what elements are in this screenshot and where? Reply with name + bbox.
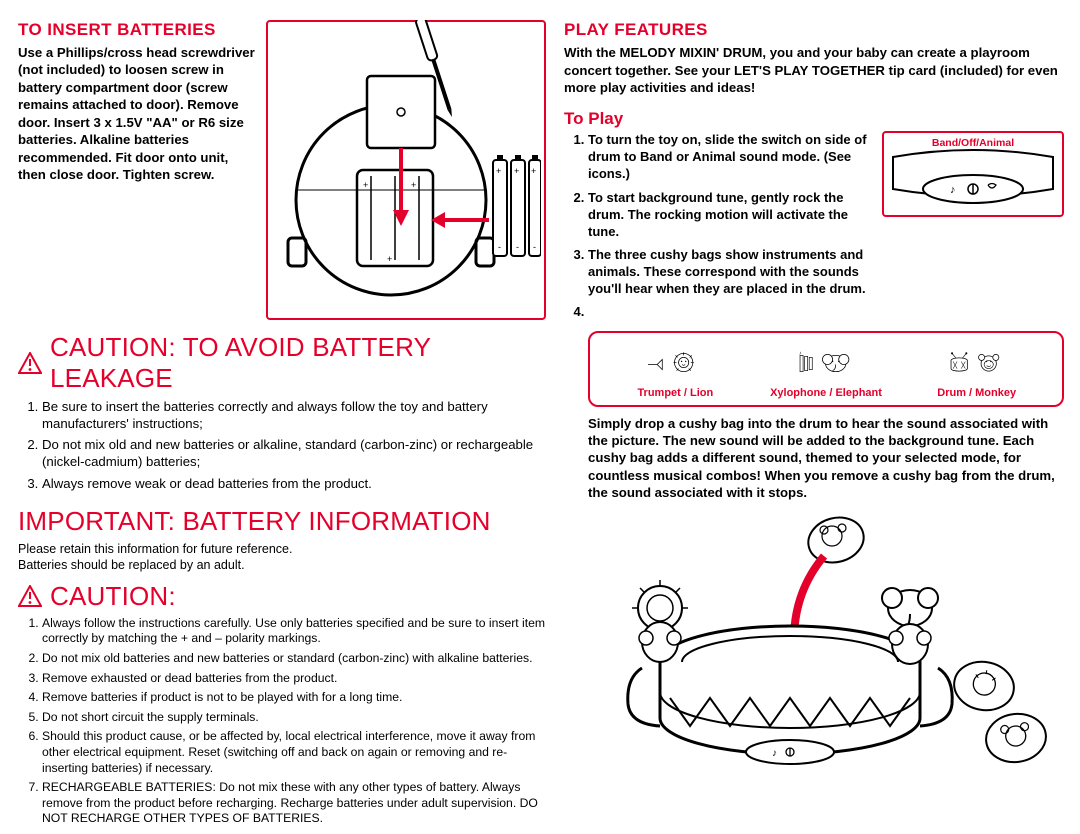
to-play-list: To turn the toy on, slide the switch on … — [564, 131, 874, 321]
to-play-text: To turn the toy on, slide the switch on … — [564, 131, 874, 327]
drum-monkey-icon — [949, 341, 1005, 385]
batteries-diagram: + + + + - — [266, 20, 546, 320]
xylophone-elephant-icon: ♪ — [798, 341, 854, 385]
svg-text:+: + — [387, 254, 392, 264]
drum-play-figure: ♪ — [564, 512, 1064, 814]
drum-play-svg: ♪ — [564, 512, 1064, 782]
to-play-row: To turn the toy on, slide the switch on … — [564, 131, 1064, 327]
important-line2: Batteries should be replaced by an adult… — [18, 557, 546, 573]
caution2-item: Do not mix old batteries and new batteri… — [42, 651, 546, 667]
switch-svg: ♪ — [888, 149, 1058, 211]
svg-text:+: + — [531, 166, 536, 176]
left-column: To Insert Batteries Use a Phillips/cross… — [18, 20, 546, 814]
svg-text:+: + — [411, 180, 416, 190]
icon-trumpet-lion: Trumpet / Lion — [600, 341, 751, 399]
svg-text:♪: ♪ — [772, 748, 777, 759]
warning-triangle-icon — [18, 585, 42, 607]
caution2-heading: CAUTION: — [18, 581, 546, 612]
caution2-heading-text: CAUTION: — [50, 581, 176, 612]
svg-text:-: - — [498, 242, 501, 252]
batteries-heading: To Insert Batteries — [18, 20, 256, 40]
caution2-item: Always follow the instructions carefully… — [42, 616, 546, 647]
caution2-item: RECHARGEABLE BATTERIES: Do not mix these… — [42, 780, 546, 827]
icon-strip: Trumpet / Lion ♪ Xylophone / Elephant — [588, 331, 1064, 407]
play-features-heading: Play Features — [564, 20, 1064, 40]
svg-text:-: - — [533, 242, 536, 252]
icon-label: Xylophone / Elephant — [770, 387, 882, 399]
caution1-item: Be sure to insert the batteries correctl… — [42, 398, 546, 432]
caution1-heading: CAUTION: TO AVOID BATTERY LEAKAGE — [18, 332, 546, 394]
caution2-item: Remove exhausted or dead batteries from … — [42, 671, 546, 687]
important-line1: Please retain this information for futur… — [18, 541, 546, 557]
caution2-item: Remove batteries if product is not to be… — [42, 690, 546, 706]
svg-text:♪: ♪ — [799, 350, 802, 356]
icon-xylophone-elephant: ♪ Xylophone / Elephant — [751, 341, 902, 399]
icon-label: Trumpet / Lion — [637, 387, 713, 399]
to-play-item — [588, 303, 874, 320]
trumpet-lion-icon — [647, 341, 703, 385]
caution2-list: Always follow the instructions carefully… — [18, 616, 546, 831]
to-play-item: To turn the toy on, slide the switch on … — [588, 131, 874, 182]
batteries-section: To Insert Batteries Use a Phillips/cross… — [18, 20, 546, 320]
caution1-item: Do not mix old and new batteries or alka… — [42, 436, 546, 470]
caution1-list: Be sure to insert the batteries correctl… — [18, 398, 546, 496]
caution1-item: Always remove weak or dead batteries fro… — [42, 475, 546, 492]
caution1-heading-text: CAUTION: TO AVOID BATTERY LEAKAGE — [50, 332, 546, 394]
to-play-paragraph: Simply drop a cushy bag into the drum to… — [588, 415, 1064, 502]
svg-text:+: + — [514, 166, 519, 176]
caution2-item: Do not short circuit the supply terminal… — [42, 710, 546, 726]
switch-diagram: Band/Off/Animal ♪ — [882, 131, 1064, 217]
icon-label: Drum / Monkey — [937, 387, 1016, 399]
battery-diagram-svg: + + + + - — [271, 20, 541, 320]
svg-text:-: - — [516, 242, 519, 252]
important-heading: IMPORTANT: BATTERY INFORMATION — [18, 506, 546, 537]
caution2-item: Should this product cause, or be affecte… — [42, 729, 546, 776]
play-features-intro: With the MELODY MIXIN' DRUM, you and you… — [564, 44, 1064, 97]
right-column: Play Features With the MELODY MIXIN' DRU… — [564, 20, 1064, 814]
to-play-item: The three cushy bags show instruments an… — [588, 246, 874, 297]
to-play-item: To start background tune, gently rock th… — [588, 189, 874, 240]
batteries-text: To Insert Batteries Use a Phillips/cross… — [18, 20, 256, 320]
svg-text:+: + — [363, 180, 368, 190]
svg-text:♪: ♪ — [950, 184, 956, 196]
batteries-body: Use a Phillips/cross head screwdriver (n… — [18, 44, 256, 183]
to-play-heading: To Play — [564, 109, 1064, 129]
svg-text:+: + — [496, 166, 501, 176]
switch-label: Band/Off/Animal — [932, 137, 1014, 149]
warning-triangle-icon — [18, 352, 42, 374]
icon-drum-monkey: Drum / Monkey — [901, 341, 1052, 399]
